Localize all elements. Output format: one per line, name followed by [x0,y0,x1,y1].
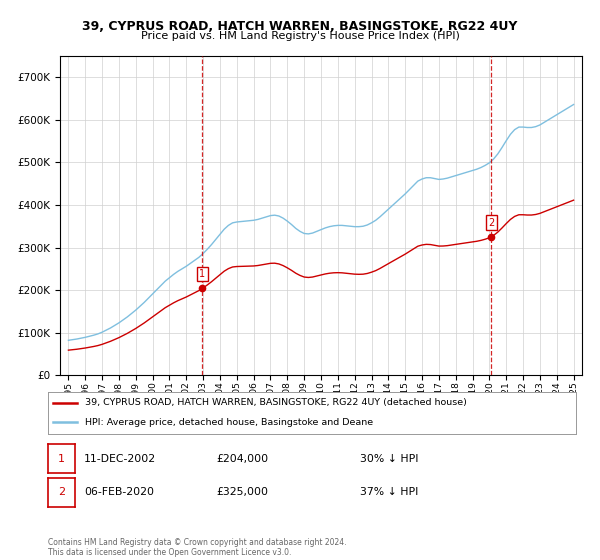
Text: 30% ↓ HPI: 30% ↓ HPI [360,454,419,464]
Text: HPI: Average price, detached house, Basingstoke and Deane: HPI: Average price, detached house, Basi… [85,418,373,427]
Text: 39, CYPRUS ROAD, HATCH WARREN, BASINGSTOKE, RG22 4UY (detached house): 39, CYPRUS ROAD, HATCH WARREN, BASINGSTO… [85,398,467,407]
Text: 06-FEB-2020: 06-FEB-2020 [84,487,154,497]
Text: 1: 1 [58,454,65,464]
Text: Contains HM Land Registry data © Crown copyright and database right 2024.
This d: Contains HM Land Registry data © Crown c… [48,538,347,557]
Text: 2: 2 [58,487,65,497]
Text: 1: 1 [199,269,205,279]
Text: 39, CYPRUS ROAD, HATCH WARREN, BASINGSTOKE, RG22 4UY: 39, CYPRUS ROAD, HATCH WARREN, BASINGSTO… [82,20,518,32]
Text: 37% ↓ HPI: 37% ↓ HPI [360,487,418,497]
Text: £325,000: £325,000 [216,487,268,497]
Text: Price paid vs. HM Land Registry's House Price Index (HPI): Price paid vs. HM Land Registry's House … [140,31,460,41]
Text: £204,000: £204,000 [216,454,268,464]
Text: 11-DEC-2002: 11-DEC-2002 [84,454,156,464]
Text: 2: 2 [488,217,494,227]
